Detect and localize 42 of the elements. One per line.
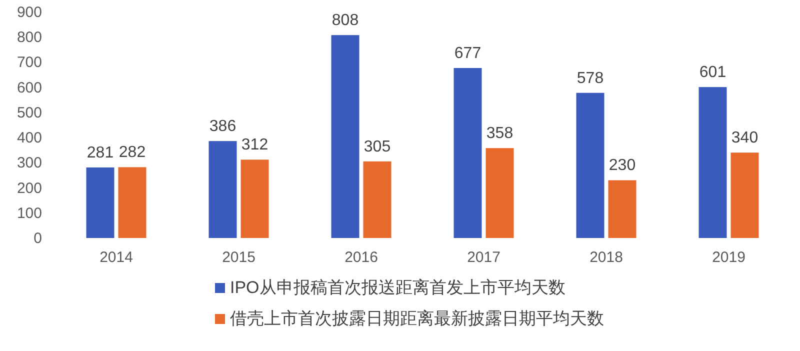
x-tick-label: 2018 bbox=[590, 249, 623, 266]
bar bbox=[730, 152, 759, 238]
bar bbox=[608, 180, 636, 238]
data-label: 312 bbox=[241, 136, 268, 154]
data-label: 305 bbox=[364, 138, 391, 156]
y-tick-label: 800 bbox=[16, 29, 42, 46]
bar bbox=[698, 87, 727, 238]
data-label: 281 bbox=[86, 144, 114, 162]
data-label: 340 bbox=[731, 130, 758, 147]
y-tick-label: 200 bbox=[16, 180, 42, 197]
y-tick-label: 400 bbox=[16, 130, 42, 147]
y-tick-label: 300 bbox=[16, 154, 42, 172]
data-label: 230 bbox=[608, 157, 636, 174]
y-tick-label: 0 bbox=[34, 230, 42, 247]
data-label: 282 bbox=[118, 144, 146, 162]
data-label: 677 bbox=[454, 45, 482, 62]
bar bbox=[576, 92, 604, 238]
x-tick-label: 2015 bbox=[222, 249, 256, 266]
legend-label: 借壳上市首次披露日期距离最新披露日期平均天数 bbox=[230, 309, 604, 328]
bar bbox=[208, 141, 237, 238]
bar bbox=[454, 68, 482, 238]
bar bbox=[486, 148, 514, 238]
y-tick-label: 100 bbox=[16, 204, 42, 222]
x-tick-label: 2019 bbox=[712, 249, 746, 266]
data-label: 358 bbox=[486, 125, 514, 142]
x-tick-label: 2016 bbox=[344, 249, 378, 266]
data-label: 808 bbox=[332, 12, 359, 30]
y-tick-label: 600 bbox=[16, 79, 42, 96]
data-label: 601 bbox=[699, 64, 726, 82]
bar bbox=[118, 167, 146, 238]
x-tick-label: 2017 bbox=[467, 249, 500, 266]
y-tick-label: 700 bbox=[16, 54, 42, 72]
bar bbox=[240, 160, 269, 238]
bar bbox=[331, 35, 360, 238]
legend-label: IPO从申报稿首次报送距离首发上市平均天数 bbox=[230, 278, 566, 297]
y-tick-label: 900 bbox=[16, 4, 42, 21]
bar bbox=[363, 161, 392, 238]
data-label: 578 bbox=[576, 70, 604, 87]
x-tick-label: 2014 bbox=[100, 249, 133, 266]
y-tick-label: 500 bbox=[16, 104, 42, 122]
data-label: 386 bbox=[209, 118, 236, 136]
bar bbox=[86, 167, 114, 238]
